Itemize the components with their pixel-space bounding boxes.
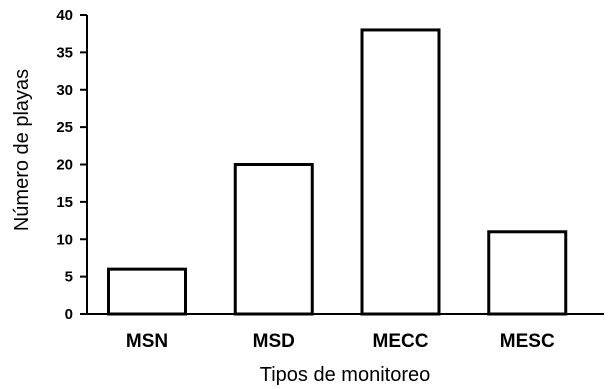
y-tick-label: 10 — [56, 231, 73, 248]
y-axis-title: Número de playas — [11, 69, 33, 231]
y-tick-label: 40 — [56, 7, 73, 24]
y-tick-label: 5 — [65, 269, 73, 286]
y-tick-label: 15 — [56, 194, 73, 211]
x-tick-label: MECC — [373, 331, 429, 352]
y-tick-label: 20 — [56, 157, 73, 174]
plot-area: 0 5 10 15 20 25 30 35 40 MSN MSD MECC MESC — [56, 7, 604, 352]
y-tick-label: 25 — [56, 119, 73, 136]
bar — [360, 28, 441, 316]
y-tick-label: 30 — [56, 82, 73, 99]
bar — [487, 230, 568, 316]
y-tick-label: 0 — [65, 306, 73, 323]
x-axis-title: Tipos de monitoreo — [260, 364, 430, 386]
x-tick-label: MESC — [500, 331, 555, 352]
y-tick-label: 35 — [56, 44, 73, 61]
bar — [107, 267, 187, 316]
x-tick-label: MSD — [253, 331, 295, 352]
x-tick-label: MSN — [126, 331, 168, 352]
bar — [233, 163, 314, 316]
